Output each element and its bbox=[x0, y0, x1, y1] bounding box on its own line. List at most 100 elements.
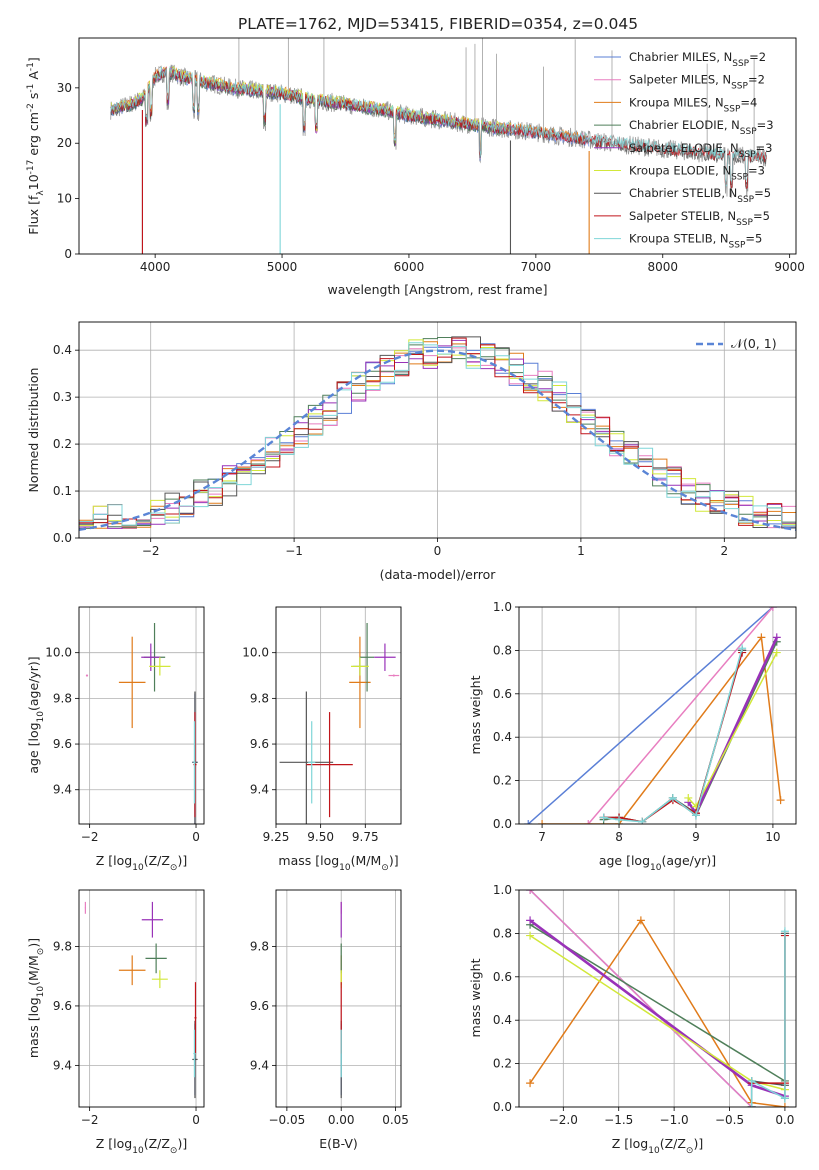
weight-marker bbox=[691, 811, 700, 820]
panel-age_vs_mass: 9.25 9.50 9.75 9.4 9.6 9.8 10.0 mass [log10(M/M… bbox=[242, 606, 402, 873]
x-tick-label: 9.25 bbox=[263, 830, 290, 844]
panel-mass_vs_ebv: −0.05 0.00 0.05 9.4 9.6 9.8 E(B-V) bbox=[250, 889, 409, 1151]
weight-marker bbox=[757, 633, 766, 642]
weight-series bbox=[529, 924, 786, 1099]
x-axis-label: wavelength [Angstrom, rest frame] bbox=[327, 282, 547, 297]
x-tick-label: 8000 bbox=[647, 260, 678, 274]
histogram-series bbox=[79, 342, 796, 527]
weight-marker bbox=[776, 796, 785, 805]
x-tick-label: −2.0 bbox=[549, 1113, 578, 1127]
errorbar-point bbox=[141, 901, 164, 938]
errorbar-point bbox=[84, 901, 86, 914]
panel-residuals: −2 −1 0 1 2 0.0 0.1 0.2 0.3 0.4 (data-model)/error… bbox=[26, 321, 797, 582]
y-tick-label: 9.8 bbox=[250, 691, 269, 705]
x-axis-label: mass [log10(M/M⊙)] bbox=[278, 853, 398, 873]
y-tick-label: 0.0 bbox=[493, 1100, 512, 1114]
panel-weight_vs_Z: −2.0 −1.5 −1.0 −0.5 0.0 0.0 0.2 0.4 0.6 0.8 1.0 Z [… bbox=[468, 883, 797, 1156]
errorbar-point bbox=[306, 712, 353, 818]
histogram-series bbox=[79, 337, 796, 529]
weight-marker bbox=[526, 916, 535, 925]
y-tick-label: 0.2 bbox=[53, 437, 72, 451]
axes-frame bbox=[275, 606, 402, 825]
legend-entry: Kroupa STELIB, NSSP=5 bbox=[629, 232, 762, 251]
errorbar-point bbox=[388, 674, 400, 677]
weight-marker bbox=[747, 1103, 756, 1107]
weight-marker bbox=[526, 1079, 535, 1088]
y-tick-label: 0.4 bbox=[493, 1013, 512, 1027]
weight-marker bbox=[615, 815, 624, 824]
legend-entry: Chabrier MILES, NSSP=2 bbox=[629, 50, 766, 69]
x-tick-label: 8 bbox=[615, 830, 623, 844]
legend-entry: Salpeter STELIB, NSSP=5 bbox=[629, 209, 770, 228]
histogram-series bbox=[79, 337, 796, 527]
x-axis-label: age [log10(age/yr)] bbox=[599, 853, 716, 873]
axes-frame bbox=[275, 889, 402, 1108]
x-tick-label: 10 bbox=[765, 830, 780, 844]
y-tick-label: 9.8 bbox=[53, 939, 72, 953]
y-tick-label: 9.8 bbox=[53, 691, 72, 705]
y-axis-label: age [log10(age/yr)] bbox=[26, 656, 46, 773]
x-tick-label: 0 bbox=[192, 1113, 200, 1127]
y-tick-label: 9.4 bbox=[53, 783, 72, 797]
x-tick-label: 2 bbox=[720, 544, 728, 558]
y-tick-label: 0.8 bbox=[493, 643, 512, 657]
errorbar-point bbox=[351, 657, 369, 676]
x-tick-label: 7 bbox=[538, 830, 546, 844]
y-axis-label: mass [log10(M/M⊙)] bbox=[26, 938, 46, 1058]
axes-frame bbox=[78, 321, 797, 539]
weight-marker bbox=[584, 820, 593, 824]
legend-entry: Salpeter MILES, NSSP=2 bbox=[629, 73, 765, 92]
weight-series bbox=[529, 919, 785, 1107]
y-tick-label: 10 bbox=[57, 192, 72, 206]
y-tick-label: 0.0 bbox=[493, 817, 512, 831]
x-axis-label: (data-model)/error bbox=[380, 567, 497, 582]
weight-marker bbox=[538, 820, 547, 824]
figure-title: PLATE=1762, MJD=53415, FIBERID=0354, z=0… bbox=[238, 15, 638, 33]
y-tick-label: 0.2 bbox=[493, 774, 512, 788]
errorbar-point bbox=[145, 943, 167, 974]
legend-entry: 𝒩(0, 1) bbox=[731, 336, 777, 351]
y-tick-label: 30 bbox=[57, 81, 72, 95]
errorbar-point bbox=[85, 674, 89, 677]
x-tick-label: −0.05 bbox=[268, 1113, 305, 1127]
legend-entry: Chabrier ELODIE, NSSP=3 bbox=[629, 118, 774, 137]
errorbar-point bbox=[149, 657, 171, 676]
x-tick-label: 0.0 bbox=[775, 1113, 794, 1127]
x-tick-label: 0 bbox=[434, 544, 442, 558]
plot-area bbox=[526, 890, 789, 1107]
y-tick-label: 9.8 bbox=[250, 939, 269, 953]
x-axis-label: E(B-V) bbox=[319, 1136, 358, 1151]
x-tick-label: 4000 bbox=[140, 260, 171, 274]
plot-area bbox=[85, 622, 198, 824]
weight-marker bbox=[636, 916, 645, 925]
x-tick-label: 0.05 bbox=[382, 1113, 409, 1127]
y-axis-label: Flux [fλ10-17 erg cm-2 s-1 A-1] bbox=[26, 57, 46, 235]
panel-spectrum: 4000 5000 6000 7000 8000 9000 0 10 20 30 wavelengt… bbox=[26, 37, 805, 297]
weight-marker bbox=[768, 607, 777, 611]
errorbar-point bbox=[194, 982, 197, 1054]
y-tick-label: 20 bbox=[57, 136, 72, 150]
weight-marker bbox=[747, 1076, 756, 1085]
x-axis-label: Z [log10(Z/Z⊙)] bbox=[96, 1136, 187, 1156]
errorbar-point bbox=[151, 970, 168, 989]
axes-frame bbox=[78, 889, 205, 1108]
y-axis-label: mass weight bbox=[468, 675, 483, 754]
panel-mass_vs_Z: −2 0 9.4 9.6 9.8 Z [log10(Z/Z⊙)] mass [log10(M… bbox=[26, 889, 205, 1156]
weight-marker bbox=[599, 813, 608, 822]
errorbar-point bbox=[118, 636, 146, 729]
plot-area bbox=[84, 901, 198, 1099]
weight-series bbox=[529, 934, 786, 1091]
weight-marker bbox=[780, 1103, 789, 1107]
y-tick-label: 9.6 bbox=[53, 999, 72, 1013]
axes-frame bbox=[78, 37, 797, 255]
y-tick-label: 0.4 bbox=[493, 730, 512, 744]
y-tick-label: 0.6 bbox=[493, 687, 512, 701]
weight-marker bbox=[684, 793, 693, 802]
y-tick-label: 0.4 bbox=[53, 343, 72, 357]
panel-age_vs_Z: −2 0 9.4 9.6 9.8 10.0 Z [log10(Z/Z⊙)] age [log1… bbox=[26, 606, 205, 873]
model-spectrum bbox=[110, 66, 767, 187]
x-tick-label: 0.00 bbox=[328, 1113, 355, 1127]
y-tick-label: 0 bbox=[64, 247, 72, 261]
weight-marker bbox=[780, 1094, 789, 1103]
